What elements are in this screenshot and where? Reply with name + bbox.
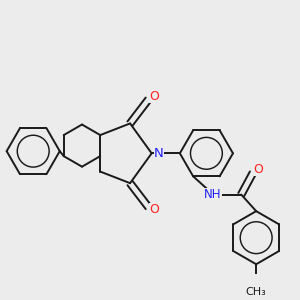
Text: O: O (253, 163, 263, 176)
Text: O: O (149, 203, 159, 216)
Text: CH₃: CH₃ (246, 287, 266, 297)
Text: NH: NH (204, 188, 222, 201)
Text: O: O (149, 90, 159, 104)
Text: N: N (154, 147, 164, 160)
